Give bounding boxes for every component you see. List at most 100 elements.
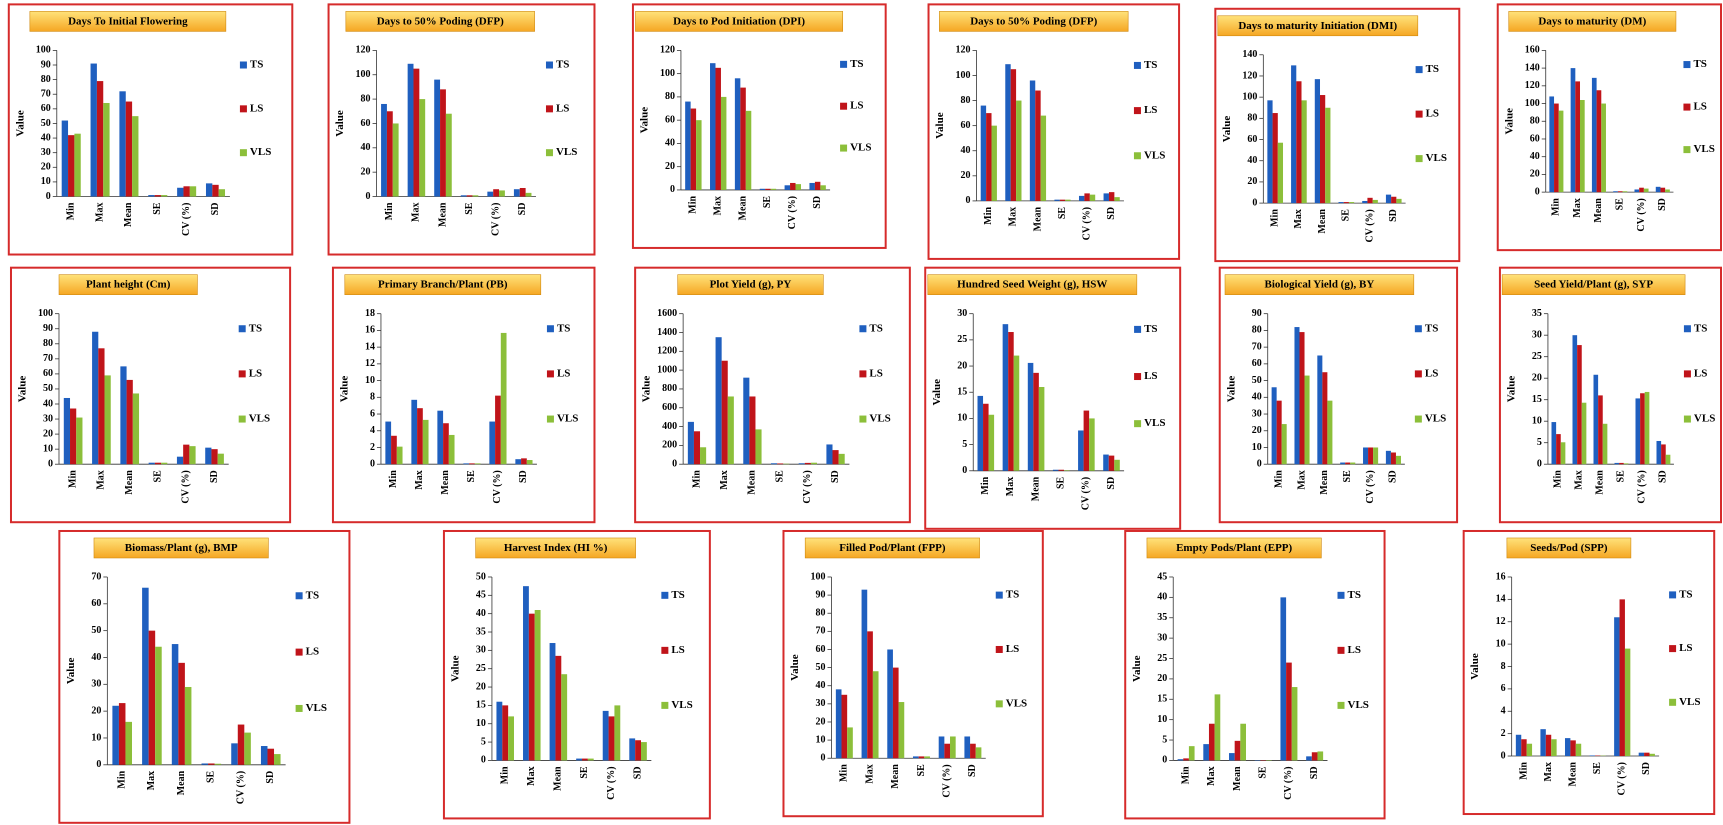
bar bbox=[392, 123, 399, 197]
legend-swatch bbox=[859, 325, 867, 333]
bar bbox=[1665, 189, 1670, 193]
bar bbox=[561, 674, 568, 761]
bar bbox=[521, 458, 527, 465]
bar bbox=[1639, 187, 1644, 193]
legend-swatch bbox=[995, 645, 1003, 653]
legend-label: LS bbox=[1694, 367, 1707, 379]
bar bbox=[1114, 459, 1120, 471]
y-tick-label: 60 bbox=[1247, 134, 1257, 145]
bar bbox=[1591, 77, 1597, 193]
legend-label: LS bbox=[1693, 101, 1706, 113]
y-axis-label: Value bbox=[1131, 655, 1143, 682]
bar bbox=[413, 68, 420, 197]
bar bbox=[260, 746, 268, 765]
bar bbox=[1367, 197, 1373, 204]
legend-swatch bbox=[1337, 591, 1345, 599]
y-tick-label: 100 bbox=[36, 45, 51, 56]
bar bbox=[1390, 452, 1396, 465]
bar bbox=[1214, 694, 1221, 761]
bar bbox=[96, 81, 104, 197]
x-tick-label: SD bbox=[210, 203, 221, 216]
legend-label: TS bbox=[1006, 589, 1019, 601]
bar bbox=[1327, 400, 1333, 465]
legend-label: VLS bbox=[1425, 413, 1446, 425]
bar bbox=[1114, 197, 1120, 201]
y-tick-label: 10 bbox=[815, 734, 825, 745]
bar bbox=[463, 463, 470, 465]
x-tick-label: CV (%) bbox=[1364, 209, 1375, 242]
bar bbox=[183, 186, 190, 197]
legend-label: TS bbox=[1425, 322, 1438, 334]
bar bbox=[975, 747, 982, 759]
legend-swatch bbox=[1669, 645, 1677, 653]
title-box bbox=[927, 274, 1138, 295]
bar bbox=[1660, 187, 1666, 193]
legend-swatch bbox=[1415, 66, 1423, 74]
bar bbox=[508, 716, 514, 761]
y-tick-label: 0 bbox=[962, 465, 967, 476]
title-box bbox=[1224, 274, 1415, 295]
x-tick-label: Min bbox=[388, 470, 399, 488]
panel-frame bbox=[9, 266, 292, 524]
bar bbox=[826, 444, 833, 465]
bar bbox=[602, 710, 609, 761]
y-tick-label: 10 bbox=[1252, 442, 1262, 453]
bar bbox=[500, 332, 507, 465]
y-tick-label: 30 bbox=[1532, 329, 1542, 340]
bar bbox=[474, 463, 481, 465]
y-tick-label: 12 bbox=[1496, 616, 1506, 627]
bar bbox=[1286, 662, 1292, 761]
panel-frame bbox=[1462, 529, 1716, 816]
x-tick-label: SD bbox=[1657, 198, 1668, 211]
title-box bbox=[29, 11, 227, 32]
bar bbox=[1665, 454, 1671, 465]
bar bbox=[832, 450, 839, 465]
bar bbox=[898, 702, 905, 759]
y-tick-label: 40 bbox=[1247, 155, 1257, 166]
bar bbox=[411, 399, 418, 465]
bar bbox=[1277, 142, 1284, 204]
bar bbox=[991, 125, 997, 201]
y-axis-label: Value bbox=[1469, 653, 1481, 680]
x-tick-label: SD bbox=[1309, 766, 1320, 779]
chart-title: Days to maturity (DM) bbox=[1538, 15, 1646, 27]
bar bbox=[810, 462, 817, 465]
legend-swatch bbox=[238, 325, 246, 333]
x-tick-label: Min bbox=[1269, 209, 1280, 227]
legend-label: VLS bbox=[306, 702, 327, 714]
legend-label: LS bbox=[1144, 104, 1157, 116]
bar bbox=[835, 689, 842, 759]
legend-swatch bbox=[1683, 103, 1691, 111]
y-tick-label: 0 bbox=[670, 184, 675, 195]
y-tick-label: 15 bbox=[1157, 694, 1167, 705]
panel-frame bbox=[1218, 266, 1459, 524]
legend-swatch bbox=[840, 60, 848, 68]
y-tick-label: 120 bbox=[956, 45, 971, 56]
x-tick-label: Mean bbox=[1032, 206, 1043, 231]
y-tick-label: 0 bbox=[1257, 459, 1262, 470]
y-tick-label: 80 bbox=[361, 93, 371, 104]
bar bbox=[1052, 469, 1059, 471]
y-tick-label: 20 bbox=[361, 166, 371, 177]
legend-label: LS bbox=[1426, 108, 1439, 120]
y-axis-label: Value bbox=[638, 107, 650, 134]
x-tick-label: SE bbox=[466, 470, 477, 483]
bar bbox=[523, 586, 529, 761]
bar bbox=[734, 78, 741, 190]
x-tick-label: Min bbox=[983, 206, 994, 224]
legend-swatch bbox=[995, 591, 1003, 599]
y-tick-label: 4 bbox=[1501, 706, 1506, 717]
title-box bbox=[1501, 274, 1686, 295]
bar bbox=[448, 434, 455, 465]
bar bbox=[1551, 739, 1557, 757]
x-tick-label: SD bbox=[518, 470, 529, 483]
y-tick-label: 1400 bbox=[657, 327, 677, 338]
legend-swatch bbox=[1337, 646, 1345, 654]
bar bbox=[1570, 68, 1576, 193]
bar bbox=[980, 105, 987, 201]
bar bbox=[1619, 599, 1625, 757]
bar bbox=[1619, 462, 1624, 465]
x-tick-label: Min bbox=[1273, 470, 1284, 488]
bar bbox=[1549, 96, 1555, 193]
